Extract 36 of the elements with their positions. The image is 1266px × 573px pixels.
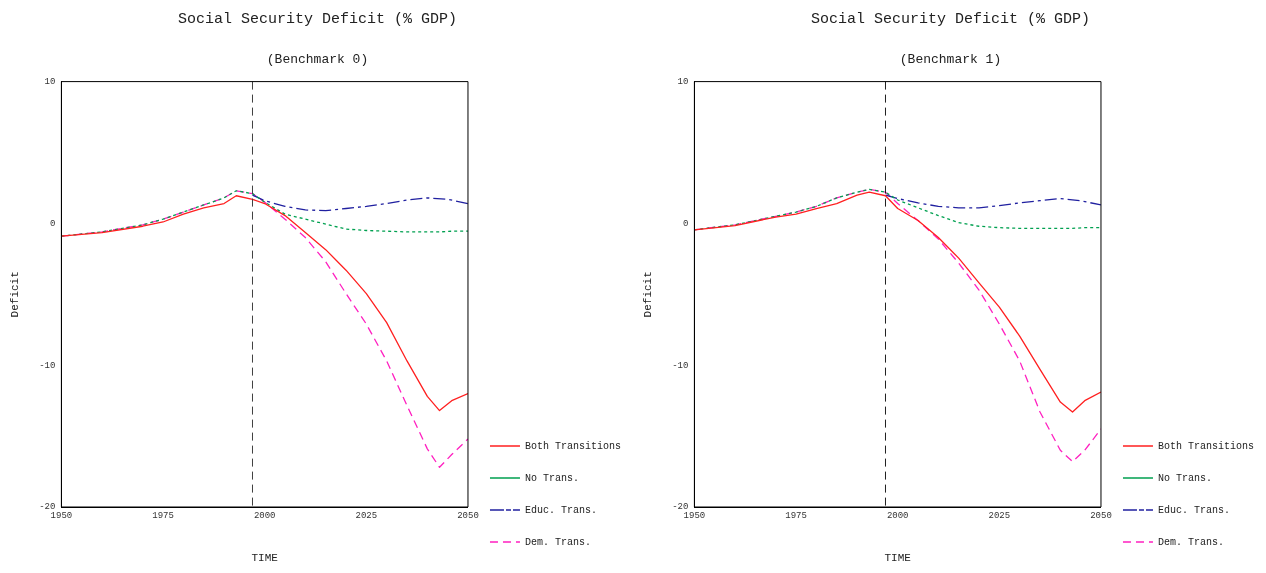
legend-label: Educ. Trans. <box>524 504 597 516</box>
y-tick-label: 10 <box>677 76 689 87</box>
y-tick-label: 0 <box>683 218 689 229</box>
y-tick-label: 0 <box>50 218 56 229</box>
x-tick-label: 2050 <box>457 510 479 521</box>
x-tick-label: 2000 <box>886 510 909 521</box>
x-axis-title: TIME <box>251 552 279 565</box>
line-series <box>884 194 1101 209</box>
y-tick-label: 10 <box>44 76 56 87</box>
x-tick-label: 1975 <box>785 510 807 521</box>
x-tick-label: 1950 <box>50 510 73 521</box>
legend-label: No Trans. <box>1157 472 1212 484</box>
chart-title: Social Security Deficit (% GDP) <box>177 10 458 28</box>
x-tick-label: 2025 <box>988 510 1011 521</box>
y-tick-label: -10 <box>39 360 56 371</box>
y-tick-label: -20 <box>39 502 56 513</box>
chart-title: Social Security Deficit (% GDP) <box>810 10 1091 28</box>
chart-subtitle: (Benchmark 1) <box>899 52 1002 68</box>
x-tick-label: 2025 <box>355 510 378 521</box>
legend-label: No Trans. <box>524 472 579 484</box>
legend-label: Dem. Trans. <box>524 536 591 548</box>
y-tick-label: -10 <box>672 360 689 371</box>
x-tick-label: 1975 <box>152 510 174 521</box>
x-tick-label: 2000 <box>253 510 276 521</box>
x-axis-title: TIME <box>884 552 912 565</box>
line-series <box>251 194 468 212</box>
y-tick-label: -20 <box>672 502 689 513</box>
chart-subtitle: (Benchmark 0) <box>266 52 369 68</box>
legend-label: Educ. Trans. <box>1157 504 1230 516</box>
x-tick-label: 2050 <box>1090 510 1112 521</box>
legend-label: Dem. Trans. <box>1157 536 1224 548</box>
legend-label: Both Transitions <box>1157 440 1254 452</box>
legend-label: Both Transitions <box>524 440 621 452</box>
y-axis-title: Deficit <box>8 271 21 318</box>
x-tick-label: 1950 <box>683 510 706 521</box>
y-axis-title: Deficit <box>641 271 654 318</box>
